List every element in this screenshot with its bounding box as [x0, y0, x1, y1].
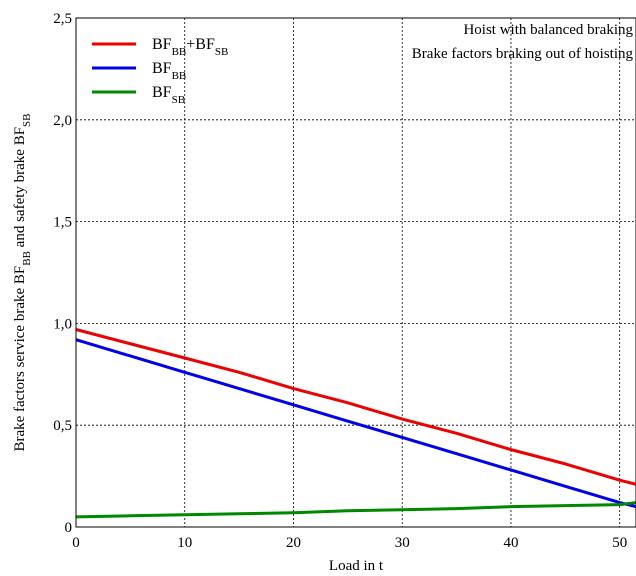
x-axis-title: Load in t — [329, 558, 384, 574]
legend-label: BFSB — [152, 84, 185, 106]
series-line-3 — [75, 501, 636, 519]
annotation-text: Hoist with balanced braking — [463, 22, 633, 38]
series-line-1 — [75, 328, 636, 486]
y-axis-title: Brake factors service brake BFBB and saf… — [12, 113, 33, 451]
series-line-2 — [75, 338, 636, 509]
annotations: Hoist with balanced braking Brake factors… — [412, 22, 634, 62]
y-tick-label: 2,5 — [53, 11, 72, 27]
x-tick-label: 30 — [395, 535, 410, 551]
y-tick-label: 2,0 — [53, 113, 72, 129]
x-tick-label: 10 — [177, 535, 192, 551]
x-tick-label: 40 — [503, 535, 518, 551]
plot-frame — [75, 17, 636, 528]
y-tick-label: 1,0 — [53, 316, 72, 332]
series-layer — [75, 328, 636, 519]
y-tick-label: 0 — [65, 520, 73, 536]
x-tick-label: 20 — [286, 535, 301, 551]
x-tick-label: 0 — [72, 535, 80, 551]
legend-label: BFBB+BFSB — [152, 36, 228, 58]
y-tick-label: 0,5 — [53, 418, 72, 434]
annotation-text: Brake factors braking out of hoisting — [412, 46, 634, 62]
tick-labels: 0 10 20 30 40 50 0 0,5 1,0 1,5 2,0 2,5 — [53, 11, 627, 551]
grid — [76, 18, 636, 527]
y-tick-label: 1,5 — [53, 215, 72, 231]
x-tick-label: 50 — [612, 535, 627, 551]
legend-label: BFBB — [152, 60, 186, 82]
